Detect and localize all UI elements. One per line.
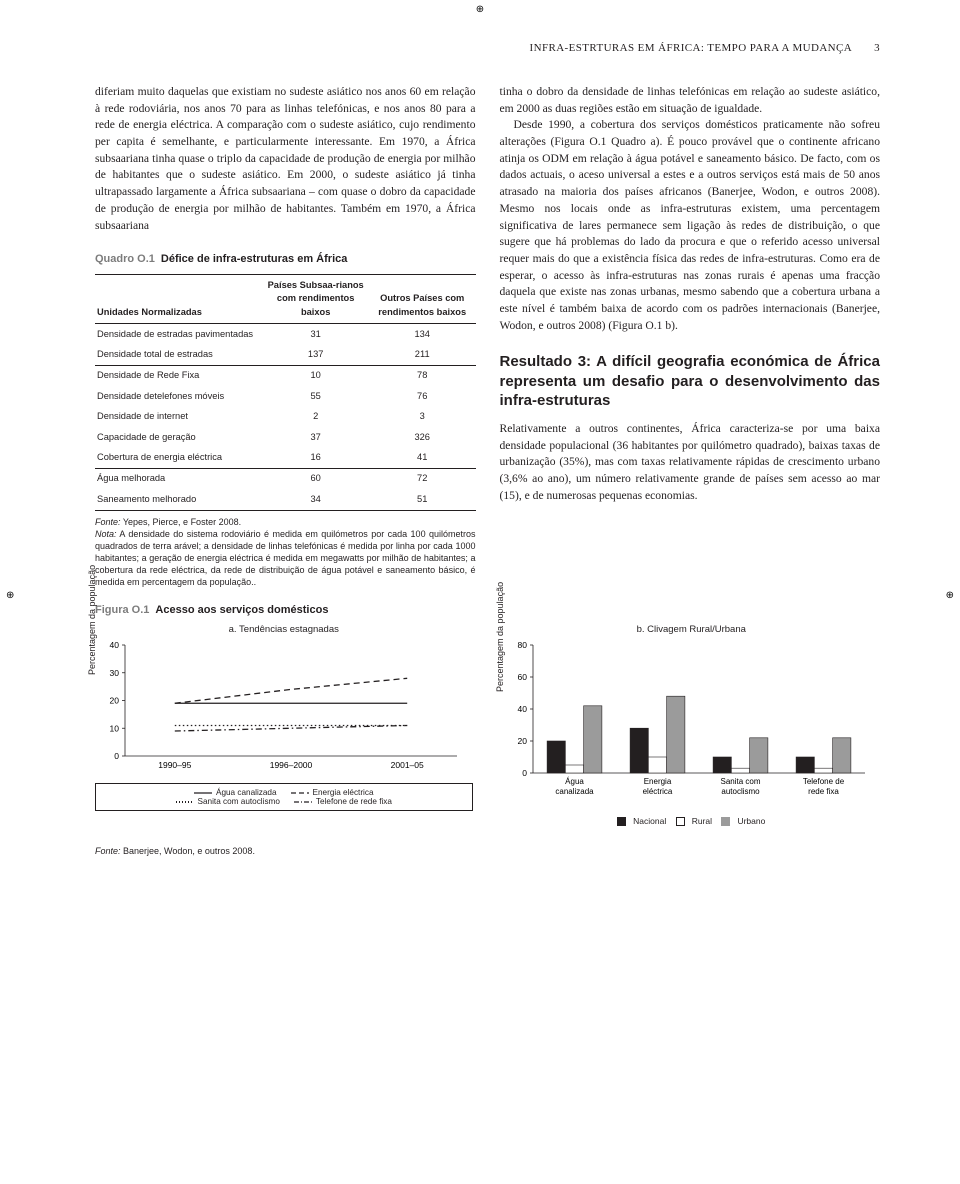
svg-text:rede fixa: rede fixa: [808, 787, 839, 796]
cell: 16: [262, 447, 369, 468]
crop-mark-left: ⊕: [6, 590, 14, 601]
svg-text:eléctrica: eléctrica: [642, 787, 672, 796]
cell: 34: [262, 489, 369, 510]
cell: 3: [369, 407, 476, 427]
row-label: Densidade de internet: [95, 407, 262, 427]
svg-text:canalizada: canalizada: [555, 787, 594, 796]
cell: 326: [369, 427, 476, 447]
cell: 76: [369, 386, 476, 406]
cell: 51: [369, 489, 476, 510]
source-text: Banerjee, Wodon, e outros 2008.: [121, 846, 255, 856]
col2-para2: Desde 1990, a cobertura dos serviços dom…: [500, 117, 881, 334]
table-title: Quadro O.1 Défice de infra-estruturas em …: [95, 252, 476, 268]
svg-text:Sanita com: Sanita com: [720, 777, 760, 786]
chart-a-legend: Água canalizada Energia eléctrica Sanita…: [95, 783, 473, 811]
chart-a-caption: a. Tendências estagnadas: [95, 624, 473, 635]
header-title: INFRA-ESTRTURAS EM ÁFRICA: TEMPO PARA A …: [530, 42, 853, 54]
svg-text:autoclismo: autoclismo: [721, 787, 760, 796]
row-label: Densidade total de estradas: [95, 345, 262, 366]
right-column: tinha o dobro da densidade de linhas tel…: [500, 84, 881, 588]
legend-item: Sanita com autoclismo: [176, 797, 280, 806]
table-o1: Unidades Normalizadas Países Subsaa-rian…: [95, 274, 476, 511]
cell: 2: [262, 407, 369, 427]
svg-text:0: 0: [114, 751, 119, 761]
cell: 55: [262, 386, 369, 406]
svg-text:60: 60: [517, 672, 527, 682]
legend-item: Água canalizada: [194, 788, 277, 797]
y-axis-label: Percentagem da população: [495, 582, 505, 692]
figure-title: Figura O.1 Acesso aos serviços domésticos: [95, 604, 880, 616]
chart-b-wrap: b. Clivagem Rural/Urbana Percentagem da …: [503, 624, 881, 828]
svg-text:Energia: Energia: [643, 777, 671, 786]
figure-source: Fonte: Banerjee, Wodon, e outros 2008.: [95, 846, 880, 856]
legend-item: Telefone de rede fixa: [294, 797, 392, 806]
figure-row: a. Tendências estagnadas Percentagem da …: [95, 624, 880, 828]
svg-text:Água: Água: [565, 777, 584, 786]
svg-text:40: 40: [110, 640, 120, 650]
svg-text:20: 20: [517, 736, 527, 746]
row-label: Densidade de Rede Fixa: [95, 365, 262, 386]
svg-text:80: 80: [517, 640, 527, 650]
chart-b-caption: b. Clivagem Rural/Urbana: [503, 624, 881, 635]
th-other: Outros Países com rendimentos baixos: [369, 275, 476, 324]
y-axis-label: Percentagem da população: [87, 565, 97, 675]
svg-text:Telefone de: Telefone de: [802, 777, 844, 786]
svg-text:30: 30: [110, 668, 120, 678]
svg-text:2001–05: 2001–05: [391, 760, 424, 770]
svg-text:10: 10: [110, 724, 120, 734]
running-header: INFRA-ESTRTURAS EM ÁFRICA: TEMPO PARA A …: [95, 42, 880, 54]
chart-b-legend: Nacional Rural Urbano: [503, 816, 881, 828]
table-source: Fonte: Yepes, Pierce, e Foster 2008. Not…: [95, 516, 476, 589]
note-text: A densidade do sistema rodoviário é medi…: [95, 529, 476, 588]
svg-text:1996–2000: 1996–2000: [270, 760, 313, 770]
legend-item: Energia eléctrica: [291, 788, 374, 797]
table-number: Quadro O.1: [95, 253, 155, 265]
source-text: Yepes, Pierce, e Foster 2008.: [121, 517, 242, 527]
note-label: Nota:: [95, 529, 117, 539]
cell: 78: [369, 365, 476, 386]
cell: 37: [262, 427, 369, 447]
source-label: Fonte:: [95, 846, 121, 856]
legend-item: Urbano: [721, 816, 765, 826]
th-ssa: Países Subsaa-rianos com rendimentos bai…: [262, 275, 369, 324]
crop-mark-top: ⊕: [476, 4, 484, 15]
table-caption: Défice de infra-estruturas em África: [161, 253, 347, 265]
row-label: Cobertura de energia eléctrica: [95, 447, 262, 468]
legend-item: Rural: [676, 816, 712, 826]
cell: 137: [262, 345, 369, 366]
section-heading: Resultado 3: A difícil geografia económi…: [500, 352, 881, 411]
row-label: Saneamento melhorado: [95, 489, 262, 510]
page-number: 3: [874, 42, 880, 54]
col1-para: diferiam muito daquelas que existiam no …: [95, 84, 476, 234]
line-chart: 0 10 20 30 40 1990–95 1996–2000 2001–05: [95, 639, 465, 774]
svg-text:0: 0: [522, 768, 527, 778]
figure-number: Figura O.1: [95, 604, 149, 616]
cell: 10: [262, 365, 369, 386]
cell: 134: [369, 324, 476, 345]
svg-text:40: 40: [517, 704, 527, 714]
row-label: Densidade de estradas pavimentadas: [95, 324, 262, 345]
cell: 31: [262, 324, 369, 345]
cell: 60: [262, 468, 369, 489]
source-label: Fonte:: [95, 517, 121, 527]
th-units: Unidades Normalizadas: [95, 275, 262, 324]
left-column: diferiam muito daquelas que existiam no …: [95, 84, 476, 588]
bar-chart: 0 20 40 60 80 Águacanalizada Energiaeléctrica S…: [503, 639, 873, 807]
row-label: Água melhorada: [95, 468, 262, 489]
svg-text:1990–95: 1990–95: [158, 760, 191, 770]
col2-para3: Relativamente a outros continentes, Áfri…: [500, 421, 881, 504]
chart-a-wrap: a. Tendências estagnadas Percentagem da …: [95, 624, 473, 828]
legend-item: Nacional: [617, 816, 666, 826]
crop-mark-right: ⊕: [946, 590, 954, 601]
col2-para1: tinha o dobro da densidade de linhas tel…: [500, 84, 881, 117]
row-label: Densidade detelefones móveis: [95, 386, 262, 406]
row-label: Capacidade de geração: [95, 427, 262, 447]
svg-text:20: 20: [110, 696, 120, 706]
cell: 72: [369, 468, 476, 489]
cell: 211: [369, 345, 476, 366]
cell: 41: [369, 447, 476, 468]
figure-caption: Acesso aos serviços domésticos: [155, 604, 328, 616]
